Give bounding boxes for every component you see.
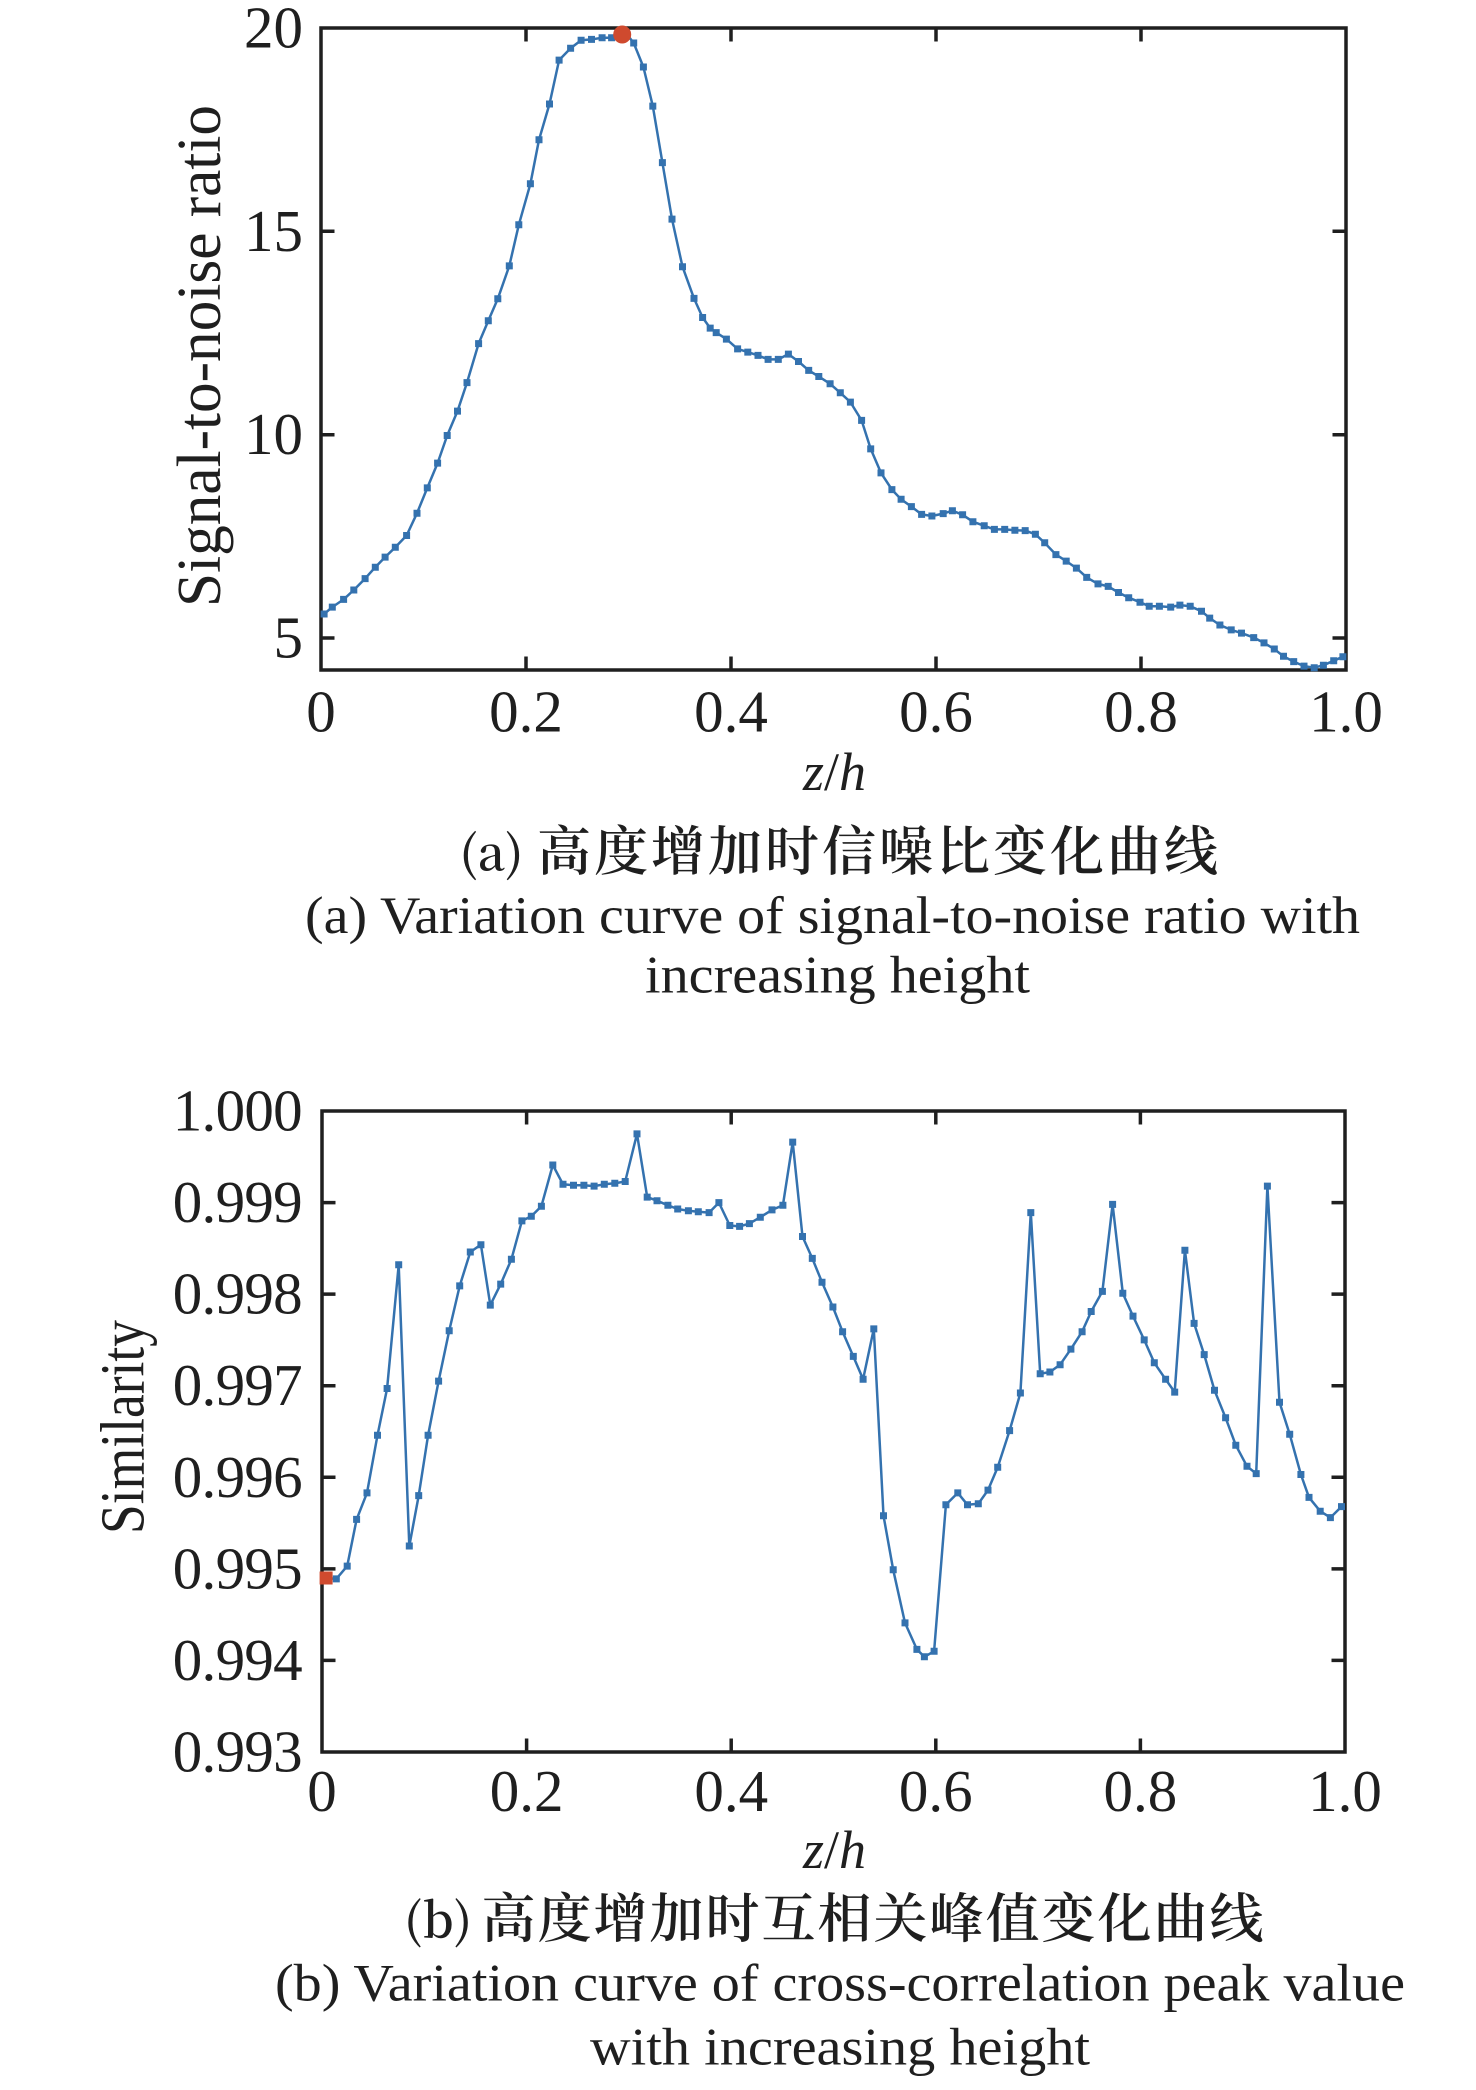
- svg-text:0.993: 0.993: [173, 1719, 302, 1785]
- svg-text:Signal-to-noise ratio: Signal-to-noise ratio: [166, 105, 234, 607]
- svg-text:0.2: 0.2: [489, 679, 563, 745]
- svg-text:20: 20: [244, 0, 303, 61]
- svg-text:0.997: 0.997: [173, 1352, 302, 1418]
- svg-text:5: 5: [274, 605, 304, 671]
- svg-text:0: 0: [307, 1758, 337, 1824]
- svg-text:1.0: 1.0: [1309, 679, 1383, 745]
- svg-text:0.6: 0.6: [899, 679, 973, 745]
- svg-text:0.8: 0.8: [1104, 679, 1178, 745]
- svg-text:1.0: 1.0: [1308, 1758, 1382, 1824]
- svg-text:with increasing height: with increasing height: [590, 2019, 1090, 2077]
- svg-text:15: 15: [244, 198, 303, 264]
- svg-text:0.6: 0.6: [899, 1758, 973, 1824]
- svg-text:0.996: 0.996: [173, 1444, 302, 1510]
- svg-text:10: 10: [244, 401, 303, 467]
- svg-text:(b) Variation curve of cross-c: (b) Variation curve of cross-correlation…: [275, 1955, 1405, 2013]
- svg-text:0.999: 0.999: [173, 1169, 302, 1235]
- svg-text:0.8: 0.8: [1104, 1758, 1178, 1824]
- svg-text:z/h: z/h: [802, 742, 866, 802]
- svg-text:(a) Variation curve of signal-: (a) Variation curve of signal-to-noise r…: [305, 887, 1360, 945]
- svg-text:0.995: 0.995: [173, 1535, 302, 1601]
- svg-text:Similarity: Similarity: [90, 1320, 158, 1534]
- svg-text:0.994: 0.994: [173, 1627, 302, 1693]
- svg-text:1.000: 1.000: [173, 1078, 302, 1144]
- svg-text:0: 0: [306, 679, 336, 745]
- svg-text:0.4: 0.4: [694, 1758, 768, 1824]
- svg-text:z/h: z/h: [802, 1820, 866, 1880]
- svg-text:0.998: 0.998: [173, 1261, 302, 1327]
- svg-text:0.4: 0.4: [694, 679, 768, 745]
- svg-text:0.2: 0.2: [490, 1758, 564, 1824]
- svg-text:increasing height: increasing height: [645, 947, 1030, 1005]
